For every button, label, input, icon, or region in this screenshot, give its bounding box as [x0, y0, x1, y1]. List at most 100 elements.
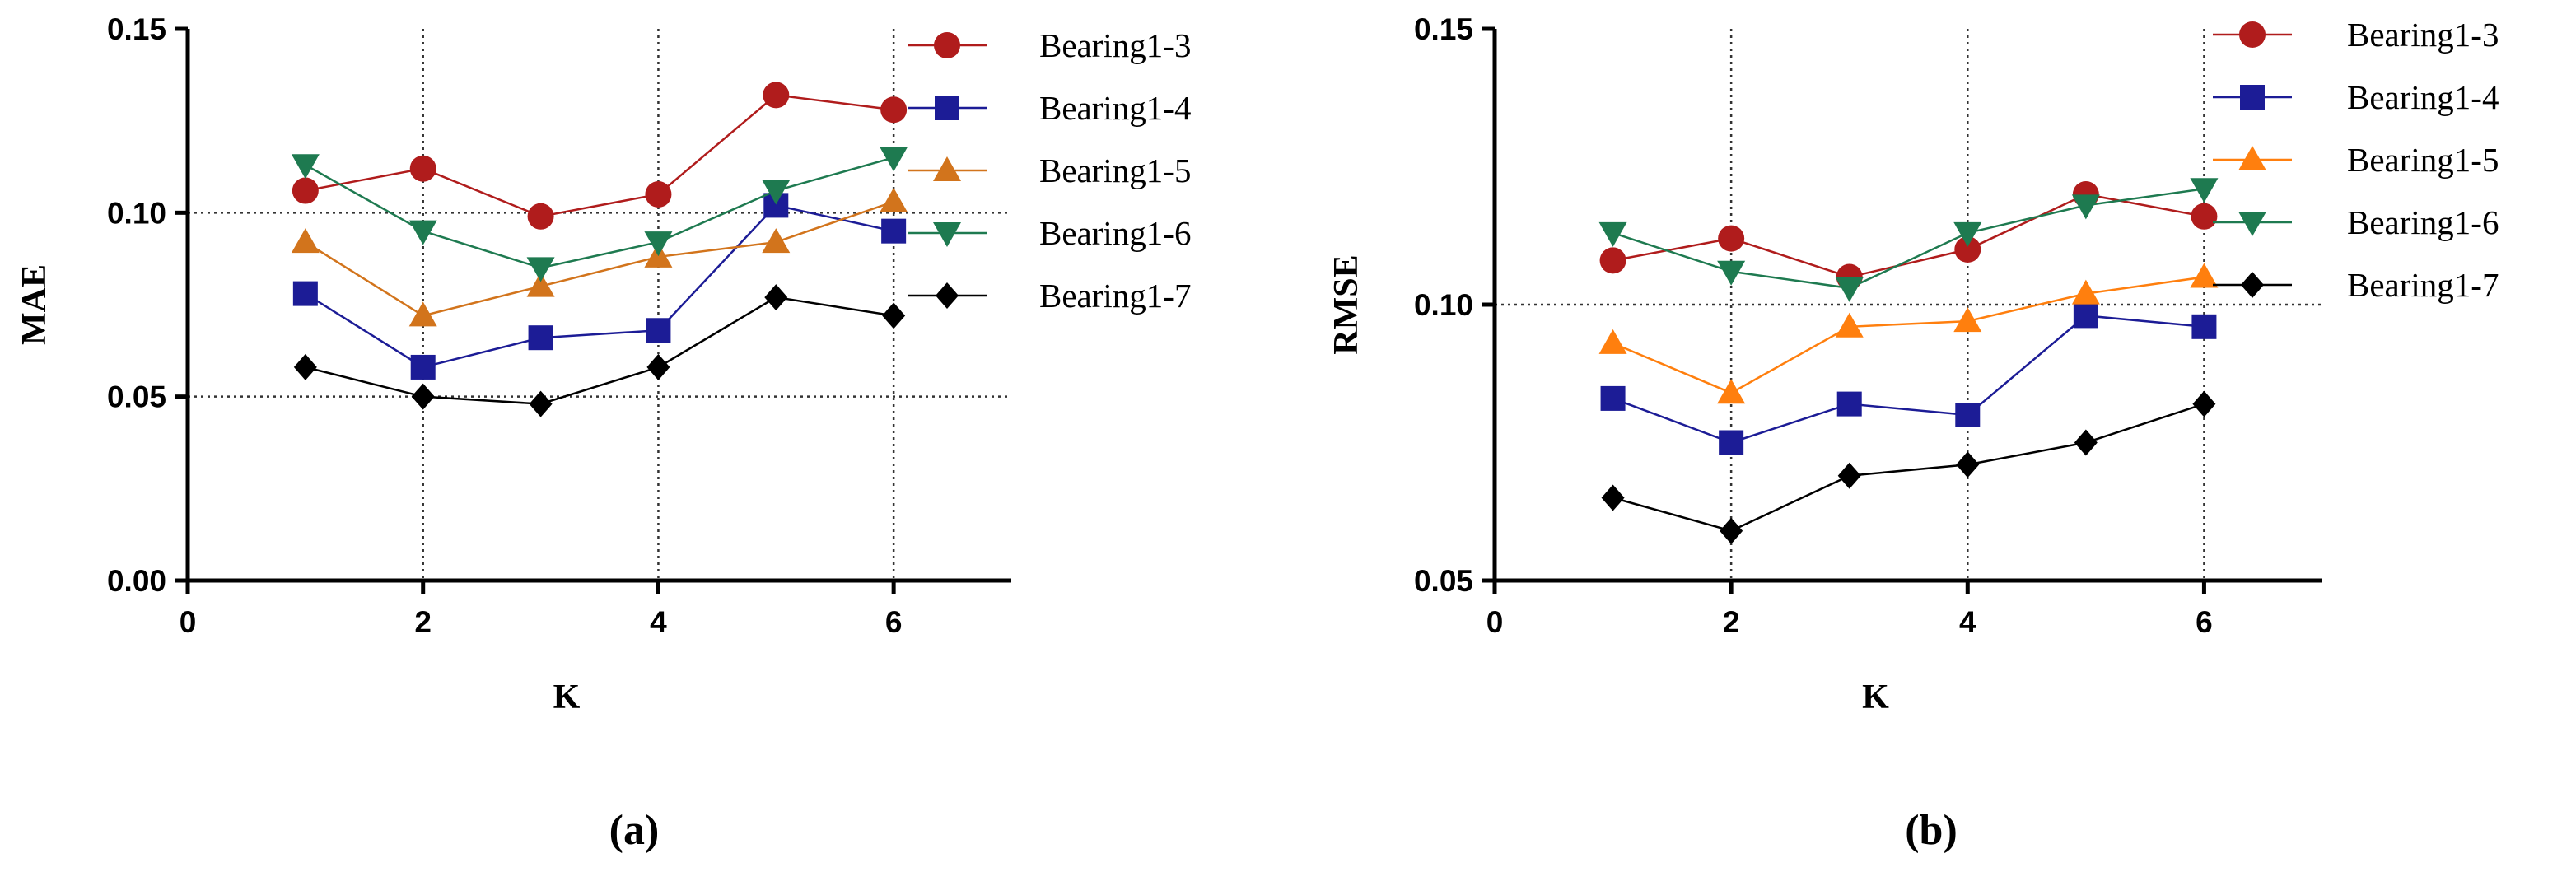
- legend-label: Bearing1-3: [1039, 26, 1191, 64]
- legend-marker: [936, 282, 959, 309]
- data-point: [1954, 236, 1981, 263]
- x-axis-title: K: [553, 678, 581, 716]
- series-line: [1612, 315, 2205, 444]
- series-line: [1612, 193, 2205, 278]
- data-point: [1599, 247, 1626, 274]
- data-point: [1953, 221, 1982, 247]
- data-point: [880, 147, 908, 172]
- y-tick-label: 0.05: [107, 380, 166, 414]
- y-axis-title: RMSE: [1328, 254, 1365, 354]
- series-bearing1-7: [1601, 390, 2216, 544]
- y-tick-label: 0.10: [107, 196, 166, 230]
- data-point: [762, 228, 791, 254]
- data-point: [1835, 312, 1864, 338]
- data-point: [408, 220, 437, 245]
- data-point: [1718, 225, 1745, 252]
- legend-marker: [2239, 21, 2266, 48]
- legend-label: Bearing1-3: [2347, 16, 2499, 54]
- legend-label: Bearing1-5: [1039, 152, 1191, 189]
- legend-marker: [2238, 146, 2266, 170]
- panel-label: (b): [1905, 807, 1958, 854]
- data-point: [2073, 303, 2098, 329]
- series-bearing1-5: [291, 187, 908, 327]
- y-tick-label: 0.00: [107, 564, 166, 598]
- x-tick-label: 4: [1959, 605, 1976, 639]
- x-axis-title: K: [1862, 678, 1889, 716]
- series-bearing1-6: [291, 147, 908, 282]
- data-point: [763, 82, 790, 109]
- series-line: [305, 156, 894, 269]
- series-line: [305, 200, 894, 317]
- data-point: [1719, 430, 1744, 455]
- legend-item: Bearing1-5: [908, 152, 1191, 189]
- data-point: [411, 383, 435, 410]
- data-point: [2071, 279, 2100, 305]
- series-bearing1-7: [293, 284, 906, 417]
- data-point: [646, 318, 671, 343]
- data-point: [1717, 260, 1746, 286]
- y-axis-title: MAE: [16, 264, 54, 345]
- data-point: [1600, 385, 1626, 411]
- legend-marker: [933, 222, 961, 247]
- legend-item: Bearing1-4: [908, 89, 1191, 127]
- data-point: [526, 257, 555, 282]
- data-point: [644, 231, 673, 257]
- data-point: [1956, 451, 1980, 478]
- series-line: [305, 296, 894, 405]
- legend-item: Bearing1-5: [2213, 141, 2499, 179]
- series-line: [1612, 403, 2205, 533]
- y-tick-label: 0.15: [1414, 12, 1473, 46]
- series-bearing1-3: [292, 82, 908, 230]
- series-bearing1-5: [1598, 263, 2219, 404]
- legend-marker: [934, 32, 960, 58]
- legend-marker: [935, 96, 959, 120]
- data-point: [2071, 194, 2100, 220]
- y-tick-label: 0.10: [1414, 288, 1473, 322]
- series-line: [305, 204, 894, 369]
- legend-item: Bearing1-4: [2213, 78, 2499, 116]
- legend-label: Bearing1-4: [1039, 89, 1191, 127]
- x-tick-label: 0: [180, 605, 197, 639]
- data-point: [645, 181, 672, 208]
- data-point: [1835, 277, 1864, 302]
- legend-marker: [2241, 272, 2264, 298]
- series-bearing1-4: [1600, 303, 2217, 455]
- data-point: [292, 177, 319, 204]
- legend-label: Bearing1-5: [2347, 141, 2499, 179]
- data-point: [1955, 403, 1981, 427]
- data-point: [880, 187, 908, 212]
- data-point: [528, 325, 553, 351]
- data-point: [2074, 429, 2098, 456]
- y-tick-label: 0.15: [107, 12, 166, 46]
- legend-item: Bearing1-3: [2213, 16, 2499, 54]
- legend-item: Bearing1-7: [908, 277, 1191, 315]
- data-point: [1720, 517, 1743, 544]
- x-tick-label: 0: [1486, 605, 1504, 639]
- series-bearing1-3: [1599, 181, 2218, 291]
- x-tick-label: 2: [1723, 605, 1740, 639]
- data-point: [2190, 178, 2219, 203]
- data-point: [408, 301, 437, 327]
- series-bearing1-4: [292, 193, 907, 380]
- data-point: [291, 228, 320, 254]
- legend-marker: [933, 156, 961, 181]
- data-point: [1953, 307, 1982, 333]
- data-point: [1717, 379, 1746, 404]
- x-tick-label: 6: [885, 605, 903, 639]
- data-point: [881, 218, 907, 244]
- data-point: [2192, 390, 2216, 417]
- data-point: [526, 272, 555, 297]
- legend-item: Bearing1-3: [908, 26, 1191, 64]
- data-point: [880, 96, 908, 124]
- legend-marker: [2240, 85, 2265, 110]
- data-point: [646, 353, 670, 380]
- legend-marker: [2238, 212, 2266, 236]
- data-point: [1598, 329, 1627, 354]
- data-point: [762, 180, 791, 205]
- panel-b: 0.05 0.10 0.15 0 2 4 6 K RMSE Bearing1-3 Bearing1-…: [1328, 12, 2499, 854]
- data-point: [1836, 391, 1862, 417]
- legend-item: Bearing1-6: [2213, 203, 2499, 241]
- data-point: [410, 354, 436, 380]
- data-point: [1598, 221, 1627, 247]
